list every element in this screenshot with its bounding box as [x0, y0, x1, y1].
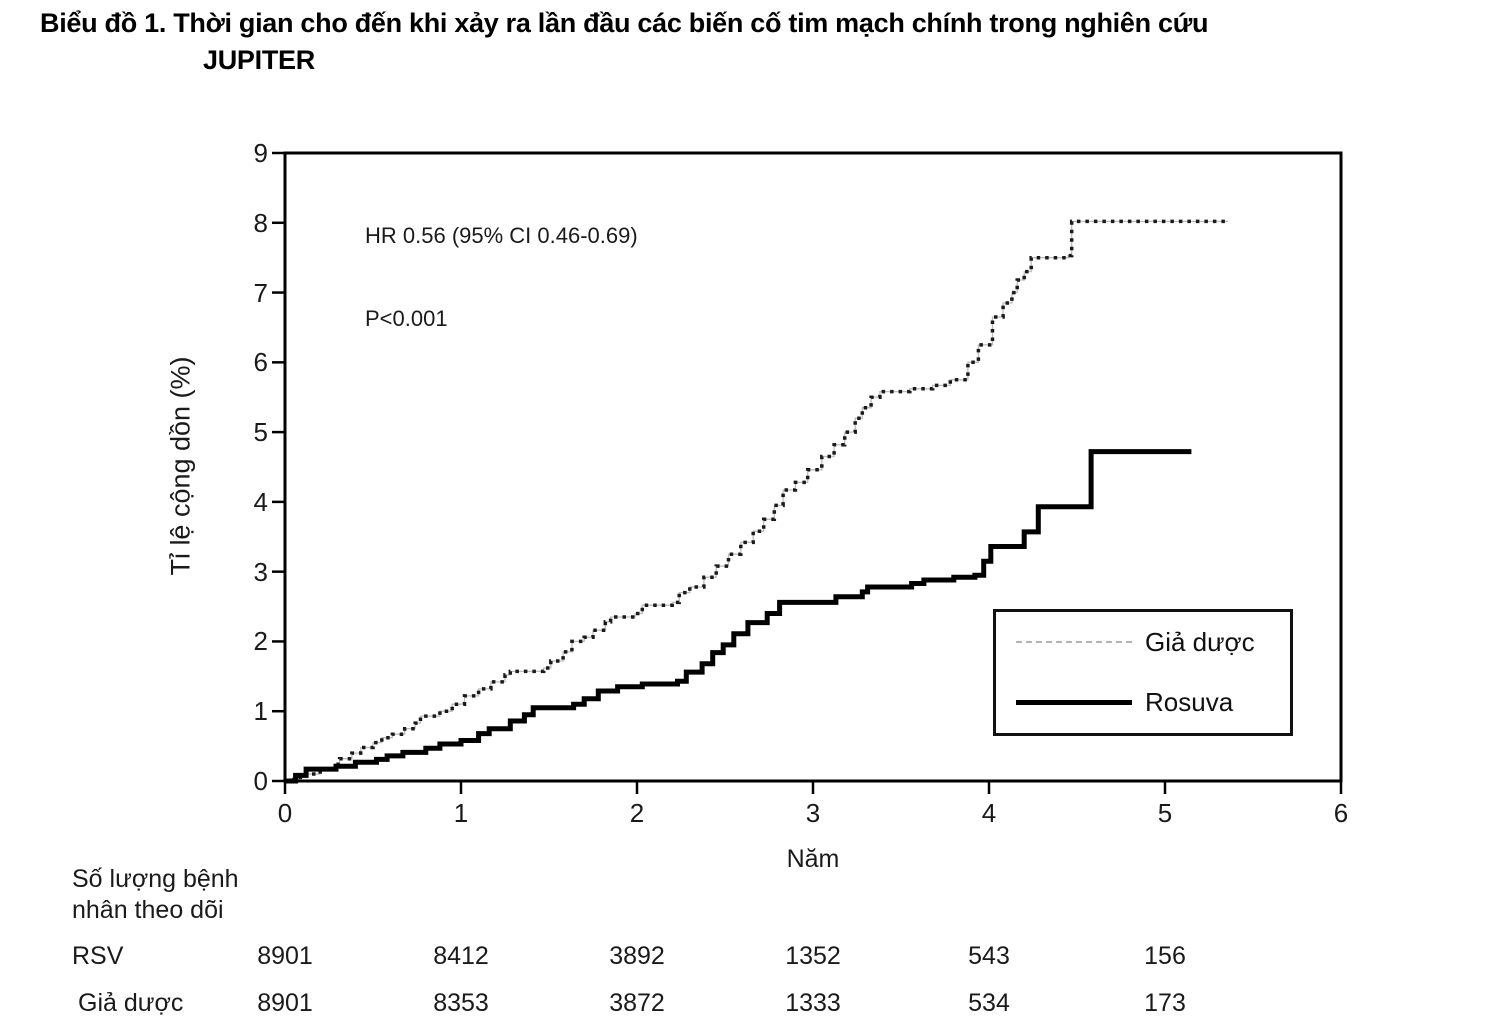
y-tick-label: 3	[253, 556, 268, 587]
risk-cell: 156	[1144, 942, 1186, 970]
risk-row-label: RSV	[72, 942, 124, 970]
risk-cell: 534	[968, 989, 1010, 1017]
x-tick-label: 6	[1333, 798, 1349, 828]
p-value-annotation: P<0.001	[365, 306, 448, 331]
legend: Giả dược Rosuva	[993, 609, 1293, 736]
legend-label-placebo: Giả dược	[1145, 626, 1255, 657]
rosuva-solid-line-swatch	[1016, 700, 1132, 706]
risk-cell: 3872	[609, 989, 665, 1017]
x-tick-label: 4	[981, 798, 997, 828]
risk-cell: 8412	[433, 942, 489, 970]
placebo-dashed-line-swatch	[1016, 641, 1132, 644]
y-tick-label: 8	[253, 207, 268, 238]
y-tick-label: 0	[253, 766, 268, 796]
y-tick-label: 4	[253, 486, 268, 517]
y-tick-label: 7	[253, 277, 268, 308]
risk-cell: 1333	[785, 989, 841, 1017]
figure-title-line2: JUPITER	[203, 45, 315, 75]
x-tick-label: 5	[1157, 798, 1173, 828]
y-tick-label: 6	[253, 347, 268, 378]
y-tick-label: 2	[253, 626, 268, 657]
legend-item-placebo: Giả dược	[996, 612, 1290, 673]
hazard-ratio-annotation: HR 0.56 (95% CI 0.46-0.69)	[365, 223, 638, 248]
risk-cell: 8901	[257, 942, 313, 970]
figure-title-line1: Biểu đồ 1. Thời gian cho đến khi xảy ra …	[40, 8, 1209, 38]
y-axis-title: Tỉ lệ cộng dồn (%)	[165, 356, 196, 576]
y-tick-label: 9	[253, 138, 268, 168]
figure-title: Biểu đồ 1. Thời gian cho đến khi xảy ra …	[40, 5, 1440, 79]
x-tick-label: 1	[453, 798, 469, 828]
risk-cell: 3892	[609, 942, 665, 970]
x-axis-title: Năm	[786, 845, 840, 873]
x-tick-label: 2	[629, 798, 645, 828]
risk-cell: 1352	[785, 942, 841, 970]
risk-cell: 8353	[433, 989, 489, 1017]
risk-row-label: Giả dược	[78, 989, 184, 1017]
x-tick-label: 0	[277, 798, 293, 828]
risk-cell: 543	[968, 942, 1010, 970]
legend-item-rosuva: Rosuva	[996, 673, 1290, 734]
legend-label-rosuva: Rosuva	[1145, 687, 1234, 718]
y-tick-label: 5	[253, 417, 268, 448]
x-tick-label: 3	[805, 798, 821, 828]
y-tick-label: 1	[253, 696, 268, 727]
number-at-risk-header: Số lượng bệnh nhân theo dõi	[72, 865, 239, 924]
risk-cell: 173	[1144, 989, 1186, 1017]
risk-cell: 8901	[257, 989, 313, 1017]
